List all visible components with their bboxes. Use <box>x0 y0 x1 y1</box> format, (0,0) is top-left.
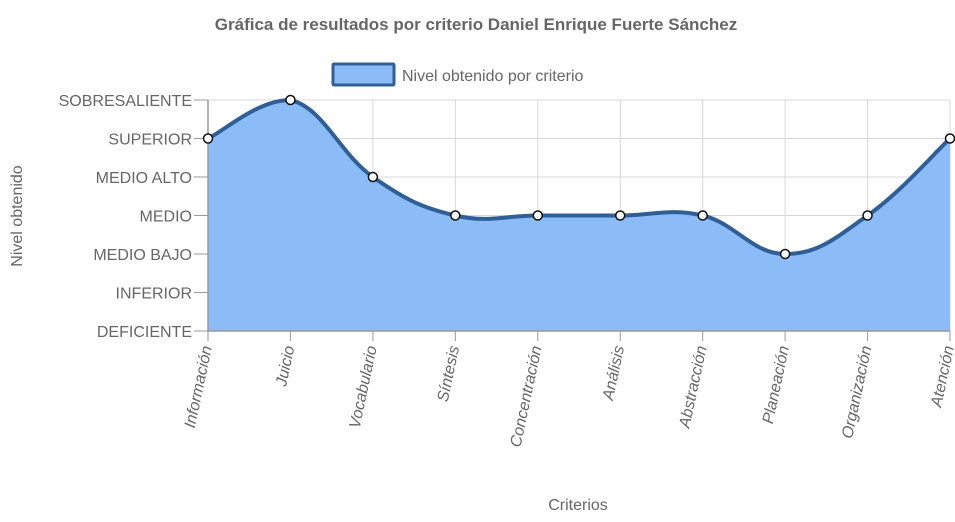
y-tick-label: MEDIO <box>140 209 192 226</box>
x-tick-label: Juicio <box>273 344 298 389</box>
y-tick-label: MEDIO BAJO <box>93 247 192 264</box>
x-tick-label: Concentración <box>508 344 546 449</box>
data-point[interactable] <box>779 248 791 260</box>
x-tick-label: Información <box>182 344 216 429</box>
legend-swatch <box>331 62 396 87</box>
legend[interactable]: Nivel obtenido por criterio <box>331 62 584 87</box>
x-tick-label: Análisis <box>600 344 628 402</box>
axes <box>194 99 951 341</box>
legend-label: Nivel obtenido por criterio <box>402 68 584 85</box>
x-tick-label: Síntesis <box>435 344 463 403</box>
data-point[interactable] <box>367 171 379 183</box>
data-point[interactable] <box>944 133 955 144</box>
data-point[interactable] <box>862 210 873 221</box>
y-axis-title: Nivel obtenido <box>9 165 26 267</box>
y-tick-label: INFERIOR <box>116 286 192 303</box>
x-tick-label: Planeación <box>760 344 793 425</box>
data-point[interactable] <box>202 133 214 144</box>
y-tick-label: DEFICIENTE <box>97 324 192 341</box>
series-points[interactable] <box>202 94 955 260</box>
x-tick-label: Organización <box>839 344 875 440</box>
series-area <box>207 98 952 331</box>
x-tick-label: Atención <box>928 344 955 410</box>
data-point[interactable] <box>532 210 544 221</box>
x-tick-label: Abstracción <box>676 344 710 430</box>
data-point[interactable] <box>614 210 626 221</box>
series-line <box>207 98 952 256</box>
x-tick-label: Vocabulario <box>347 344 381 430</box>
data-point[interactable] <box>285 94 296 106</box>
y-tick-label: SOBRESALIENTE <box>59 93 192 110</box>
chart-title: Gráfica de resultados por criterio Danie… <box>215 15 737 34</box>
data-point[interactable] <box>450 210 461 221</box>
y-tick-label: MEDIO ALTO <box>96 170 192 187</box>
x-axis-title: Criterios <box>548 497 608 514</box>
data-point[interactable] <box>697 210 708 221</box>
y-tick-label: SUPERIOR <box>108 132 192 149</box>
